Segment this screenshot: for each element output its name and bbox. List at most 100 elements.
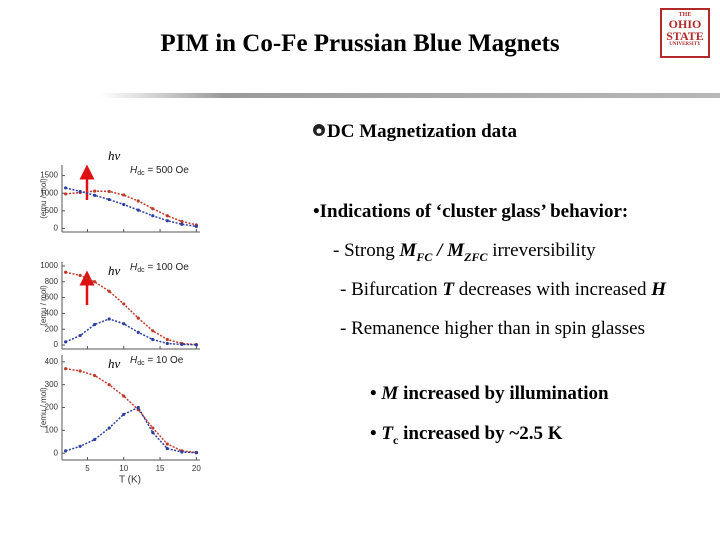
logo-text: THE bbox=[678, 12, 692, 18]
text: irreversibility bbox=[487, 240, 596, 261]
text: M bbox=[447, 240, 465, 261]
y-tick-label: 100 bbox=[45, 425, 59, 434]
field-text: dc bbox=[137, 360, 145, 367]
series-line bbox=[65, 271, 197, 346]
y-axis-label: (emu / mol) bbox=[39, 178, 48, 219]
data-point bbox=[64, 449, 68, 453]
data-point bbox=[64, 270, 68, 274]
y-tick-label: 200 bbox=[45, 324, 59, 333]
y-axis-label: (emu / mol) bbox=[39, 285, 48, 326]
y-tick-label: 1000 bbox=[40, 261, 58, 270]
data-point bbox=[78, 333, 82, 338]
text: •Indications of ‘cluster glass’ behavior… bbox=[313, 201, 629, 222]
data-point bbox=[165, 337, 169, 342]
light-label: hν bbox=[108, 263, 121, 278]
x-tick-label: 5 bbox=[85, 464, 90, 473]
data-point bbox=[151, 426, 155, 430]
data-point bbox=[93, 437, 97, 442]
text: H bbox=[651, 279, 667, 300]
text: decreases with increased bbox=[453, 279, 652, 300]
data-point bbox=[78, 273, 82, 278]
y-tick-label: 1500 bbox=[40, 171, 58, 180]
light-label: hν bbox=[108, 148, 121, 163]
series-line bbox=[65, 318, 197, 346]
text: - Strong bbox=[333, 240, 400, 261]
bullet: - Bifurcation T decreases with increased… bbox=[340, 279, 666, 301]
y-tick-label: 800 bbox=[45, 277, 59, 286]
bullet: - Strong MFC / MZFC irreversibility bbox=[333, 240, 596, 265]
y-tick-label: 1000 bbox=[40, 188, 58, 197]
field-text: = 100 Oe bbox=[145, 262, 190, 273]
field-text: H bbox=[130, 165, 138, 176]
data-point bbox=[122, 193, 126, 197]
data-point bbox=[122, 412, 126, 416]
x-axis-label: T (K) bbox=[119, 475, 141, 486]
data-point bbox=[180, 450, 184, 454]
y-tick-label: 200 bbox=[45, 403, 59, 412]
data-point bbox=[93, 280, 97, 284]
data-point bbox=[165, 214, 169, 218]
data-point bbox=[93, 189, 97, 193]
data-point bbox=[64, 192, 68, 196]
field-label: Hdc = 100 Oe bbox=[130, 262, 189, 274]
bullet: - Remanence higher than in spin glasses bbox=[340, 318, 645, 340]
text: • bbox=[370, 423, 382, 444]
data-point bbox=[180, 219, 184, 224]
series-line bbox=[65, 406, 197, 454]
light-label: hν bbox=[108, 356, 121, 371]
text: increased by ~2.5 K bbox=[398, 423, 563, 444]
data-point bbox=[122, 394, 126, 398]
bullet: • M increased by illumination bbox=[370, 383, 609, 405]
x-tick-label: 20 bbox=[192, 464, 201, 473]
data-point bbox=[107, 289, 111, 293]
data-point bbox=[136, 405, 140, 410]
text: M bbox=[381, 383, 399, 404]
title-rule bbox=[100, 93, 720, 98]
data-point bbox=[136, 199, 140, 203]
data-point bbox=[122, 322, 126, 326]
text: - Remanence higher than in spin glasses bbox=[340, 318, 645, 339]
logo-text: STATE bbox=[666, 29, 704, 43]
data-point bbox=[122, 302, 126, 306]
series-line bbox=[65, 190, 197, 226]
x-tick-label: 15 bbox=[156, 464, 165, 473]
field-text: dc bbox=[137, 267, 145, 274]
text: T bbox=[442, 279, 454, 300]
data-point bbox=[122, 202, 126, 207]
field-text: = 500 Oe bbox=[145, 165, 190, 176]
logo: THE OHIO STATE UNIVERSITY bbox=[660, 8, 710, 58]
text: / bbox=[432, 240, 448, 261]
y-tick-label: 0 bbox=[54, 340, 59, 349]
text: • bbox=[370, 383, 382, 404]
data-point bbox=[136, 208, 140, 212]
text: c bbox=[393, 432, 399, 447]
data-point bbox=[93, 373, 97, 378]
text: ZFC bbox=[464, 249, 488, 264]
bullet-icon bbox=[312, 122, 326, 141]
text: - Bifurcation bbox=[340, 279, 443, 300]
data-point bbox=[136, 316, 140, 320]
data-point bbox=[151, 431, 155, 435]
data-point bbox=[165, 446, 169, 451]
data-point bbox=[64, 367, 68, 371]
bullet: • Tc increased by ~2.5 K bbox=[370, 423, 563, 448]
data-point bbox=[64, 186, 68, 190]
series-line bbox=[65, 367, 197, 454]
data-point bbox=[107, 383, 111, 387]
text: increased by illumination bbox=[398, 383, 609, 404]
data-point bbox=[78, 444, 82, 448]
y-tick-label: 0 bbox=[54, 224, 59, 233]
field-text: = 10 Oe bbox=[145, 355, 184, 366]
data-point bbox=[151, 214, 155, 218]
data-point bbox=[107, 197, 111, 202]
text: FC bbox=[416, 249, 433, 264]
data-point bbox=[180, 342, 184, 347]
x-tick-label: 10 bbox=[119, 464, 128, 473]
data-point bbox=[64, 340, 68, 344]
slide-title: PIM in Co-Fe Prussian Blue Magnets bbox=[160, 30, 560, 57]
y-tick-label: 600 bbox=[45, 293, 59, 302]
y-tick-label: 0 bbox=[54, 448, 59, 457]
bullet: •Indications of ‘cluster glass’ behavior… bbox=[313, 201, 628, 223]
